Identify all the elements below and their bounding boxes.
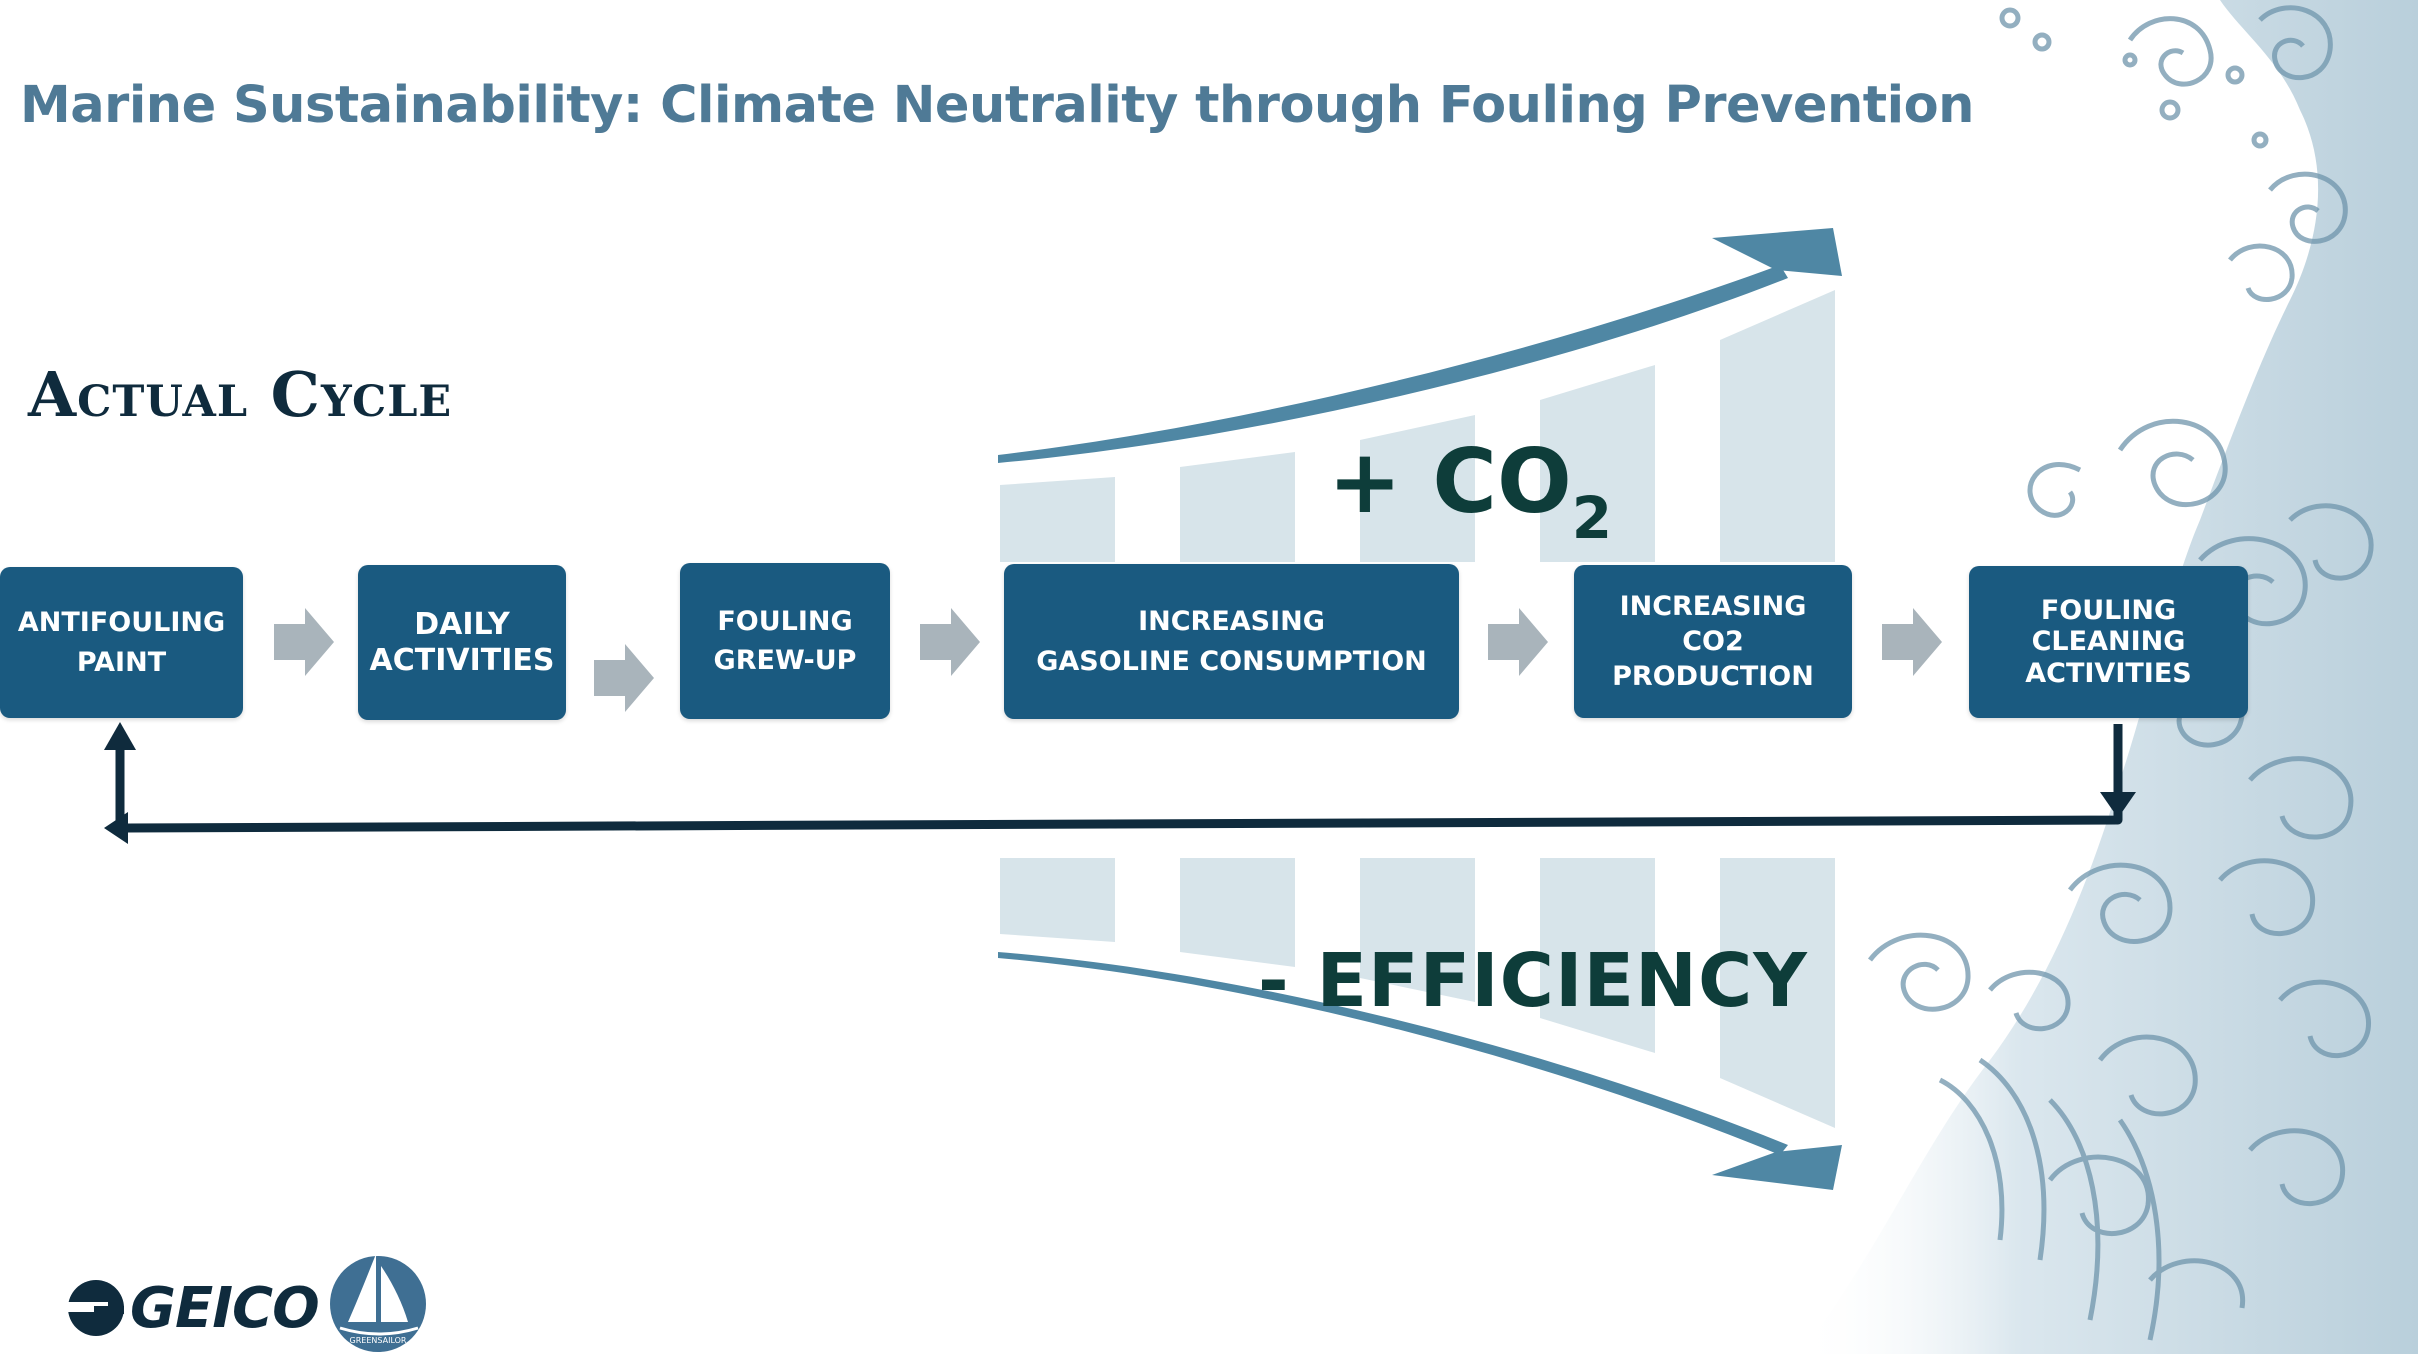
efficiency-bar-4: [1540, 858, 1655, 1053]
flow-arrow-icon: [1882, 608, 1942, 676]
co2-bar-2: [1180, 452, 1295, 562]
section-label: Actual Cycle: [28, 358, 453, 431]
efficiency-bar-3: [1360, 858, 1475, 1002]
greensailor-label: GREENSAILOR: [350, 1336, 407, 1345]
flow-arrow-icon: [594, 644, 654, 712]
efficiency-bar-2: [1180, 858, 1295, 967]
trend-down-arrow-icon: [998, 952, 1842, 1190]
step-increasing-co2-production: INCREASING CO2 PRODUCTION: [1574, 565, 1852, 718]
efficiency-bar-5: [1720, 858, 1835, 1128]
step-daily-activities: DAILY ACTIVITIES: [358, 565, 566, 720]
co2-bar-5: [1720, 290, 1835, 562]
step-increasing-gasoline-consumption: INCREASING GASOLINE CONSUMPTION: [1004, 564, 1459, 719]
co2-bar-1: [1000, 477, 1115, 562]
step-fouling-cleaning-activities: FOULING CLEANING ACTIVITIES: [1969, 566, 2248, 718]
geico-wordmark: GEICO: [130, 1276, 320, 1341]
greensailor-logo: GREENSAILOR: [330, 1254, 426, 1352]
co2-bar-3: [1360, 415, 1475, 562]
geico-logo: [68, 1280, 124, 1336]
co2-bar-4: [1540, 365, 1655, 562]
trend-up-arrow-icon: [998, 228, 1842, 463]
co2-increase-label: + CO2: [1328, 430, 1613, 552]
flow-arrow-icon: [1488, 608, 1548, 676]
flow-arrow-icon: [274, 608, 334, 676]
efficiency-bar-1: [1000, 858, 1115, 942]
slide-title: Marine Sustainability: Climate Neutralit…: [20, 76, 1974, 135]
co2-bars: [1000, 290, 1835, 562]
step-fouling-grew-up: FOULING GREW-UP: [680, 563, 890, 719]
step-antifouling-paint: ANTIFOULING PAINT: [0, 567, 243, 718]
efficiency-decrease-label: - EFFICIENCY: [1258, 938, 1808, 1024]
efficiency-bars: [1000, 858, 1835, 1128]
loop-arrow-icon: [115, 724, 2123, 833]
flow-arrow-icon: [920, 608, 980, 676]
